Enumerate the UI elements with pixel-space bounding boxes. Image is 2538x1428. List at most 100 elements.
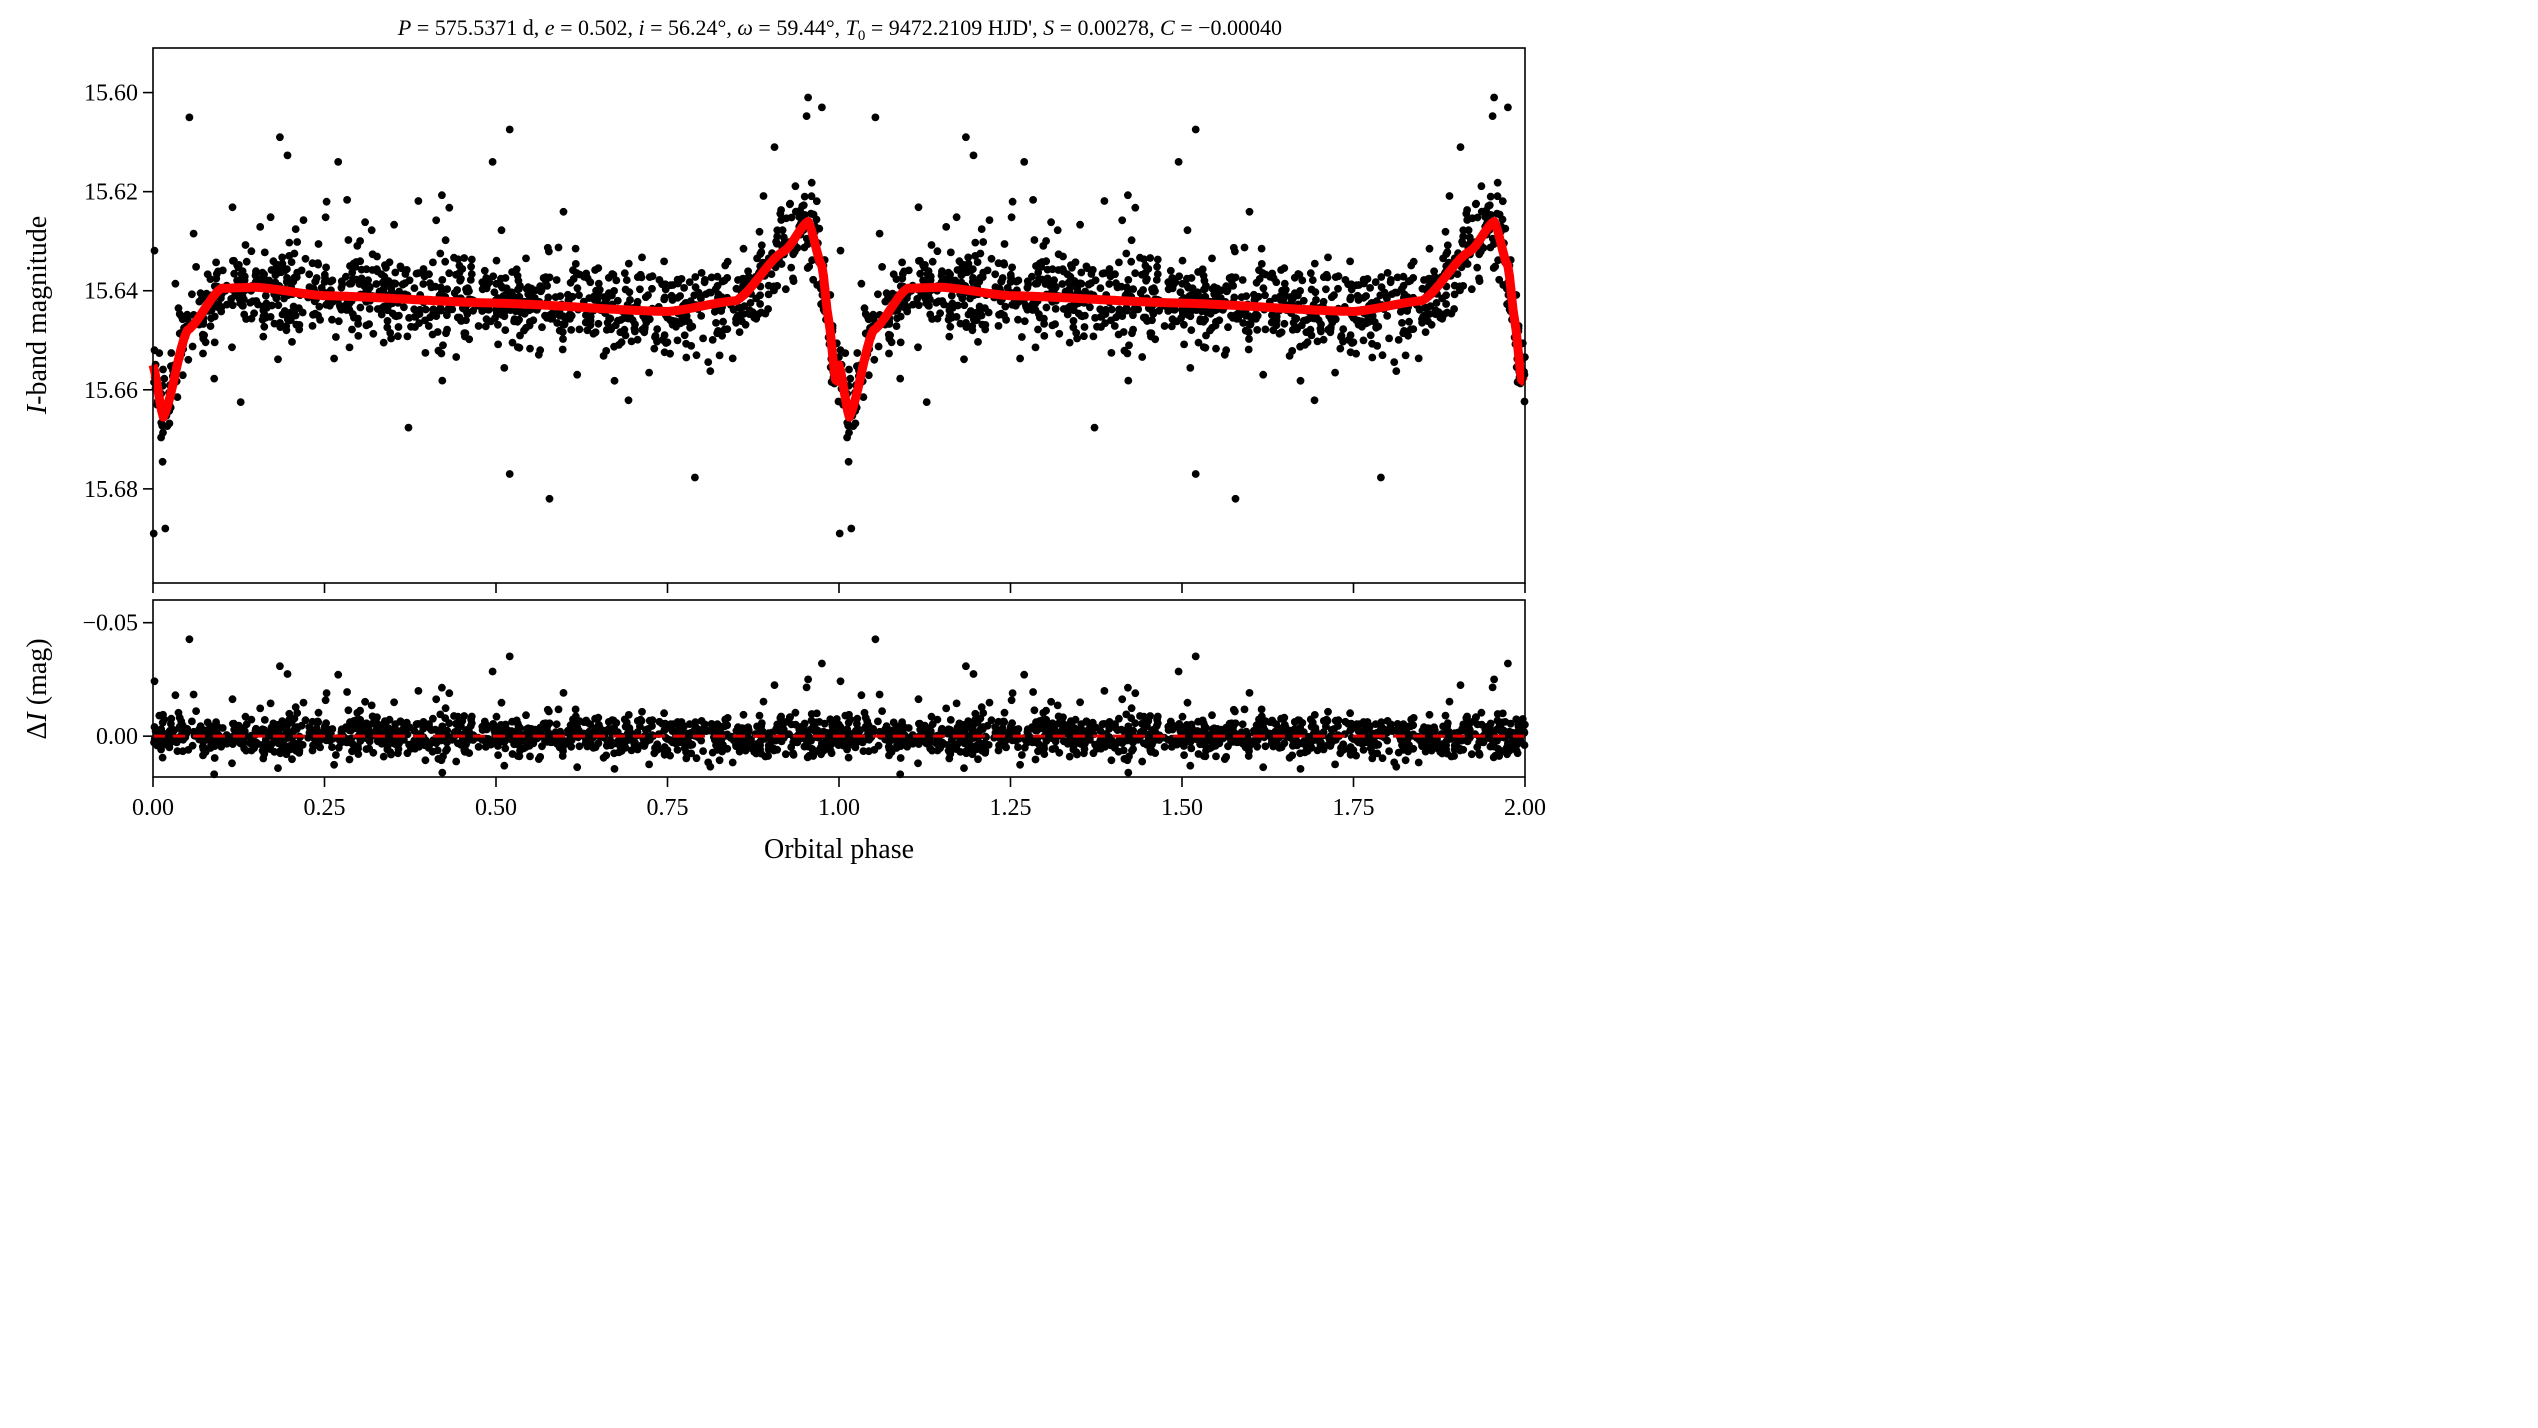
observation-point (177, 312, 186, 320)
residual-point (1322, 716, 1331, 724)
observation-point (571, 244, 580, 253)
observation-point (973, 258, 982, 266)
observation-point (914, 203, 923, 212)
observation-point (1164, 307, 1173, 315)
observation-point (1462, 209, 1471, 218)
observation-point (285, 252, 294, 260)
residual-point (987, 716, 996, 725)
residual-point (1105, 733, 1114, 742)
residual-point (1139, 726, 1147, 735)
bottom-y-tick-label: −0.05 (82, 611, 138, 637)
observation-point (974, 338, 982, 346)
residual-point (673, 726, 682, 735)
observation-point (692, 351, 701, 360)
residual-point (893, 740, 901, 749)
observation-point (282, 326, 291, 335)
observation-point (1477, 182, 1486, 191)
observation-point (575, 325, 584, 334)
observation-point (453, 286, 461, 294)
residual-point (1229, 705, 1238, 714)
residual-point (515, 725, 523, 734)
residual-point (1288, 751, 1297, 760)
observation-point (314, 240, 323, 248)
observation-point (1493, 209, 1501, 218)
residual-point (616, 737, 625, 745)
observation-point (1100, 197, 1109, 205)
observation-point (594, 319, 603, 328)
observation-point (1308, 276, 1317, 284)
residual-point (391, 720, 400, 729)
observation-point (624, 396, 633, 405)
bottom-y-axis-label: ΔI (mag) (22, 638, 53, 739)
residual-point (859, 747, 868, 755)
observation-point (198, 294, 206, 303)
residual-point (421, 756, 430, 765)
residual-point (343, 735, 352, 743)
observation-point (1080, 332, 1088, 341)
residual-point (1080, 749, 1088, 758)
residual-point (1038, 716, 1047, 725)
observation-point (442, 329, 450, 338)
observation-point (591, 328, 600, 337)
residual-point (655, 717, 664, 726)
residual-point (1310, 711, 1319, 719)
observation-point (898, 274, 907, 283)
observation-point (846, 374, 855, 383)
observation-point (1050, 286, 1058, 294)
observation-point (460, 329, 469, 337)
residual-point (436, 710, 445, 719)
residual-point (185, 635, 194, 644)
observation-point (283, 151, 292, 160)
observation-point (857, 279, 866, 288)
observation-point (1021, 301, 1030, 310)
residual-point (1368, 754, 1377, 763)
observation-point (364, 276, 372, 285)
observation-point (330, 354, 338, 363)
residual-point (1311, 724, 1320, 732)
residual-point (235, 721, 243, 730)
observation-point (1183, 274, 1191, 283)
observation-point (1124, 191, 1132, 200)
observation-point (280, 307, 289, 315)
observation-point (860, 304, 869, 313)
observation-point (921, 261, 929, 269)
observation-point (1498, 215, 1507, 224)
observation-point (427, 283, 436, 292)
residual-point (390, 698, 398, 707)
observation-point (660, 257, 668, 266)
residual-point (1127, 704, 1136, 713)
observation-point (498, 283, 507, 292)
observation-point (456, 276, 464, 285)
observation-point (460, 254, 469, 262)
observation-point (679, 317, 688, 326)
residual-point (229, 719, 237, 728)
observation-point (666, 349, 674, 358)
observation-point (1420, 276, 1428, 284)
top-y-tick-label: 15.66 (84, 378, 138, 404)
observation-point (1277, 328, 1286, 337)
observation-point (1016, 354, 1024, 363)
observation-point (1241, 311, 1250, 320)
observation-point (1131, 269, 1140, 278)
observation-point (663, 338, 672, 347)
observation-point (884, 294, 892, 303)
observation-point (680, 331, 689, 340)
observation-point (326, 277, 335, 286)
observation-point (1443, 241, 1452, 250)
residual-point (870, 746, 879, 754)
observation-point (1322, 285, 1330, 294)
observation-point (501, 326, 510, 334)
observation-point (805, 262, 814, 271)
residual-point (863, 717, 872, 726)
observation-point (995, 310, 1003, 319)
observation-point (1334, 284, 1342, 293)
observation-point (1377, 283, 1386, 292)
residual-point (445, 719, 454, 728)
residual-point (364, 728, 372, 737)
observation-point (365, 320, 373, 328)
observation-point (1312, 296, 1320, 304)
residual-point (943, 728, 952, 737)
observation-point (1031, 343, 1040, 352)
observation-point (348, 325, 356, 334)
